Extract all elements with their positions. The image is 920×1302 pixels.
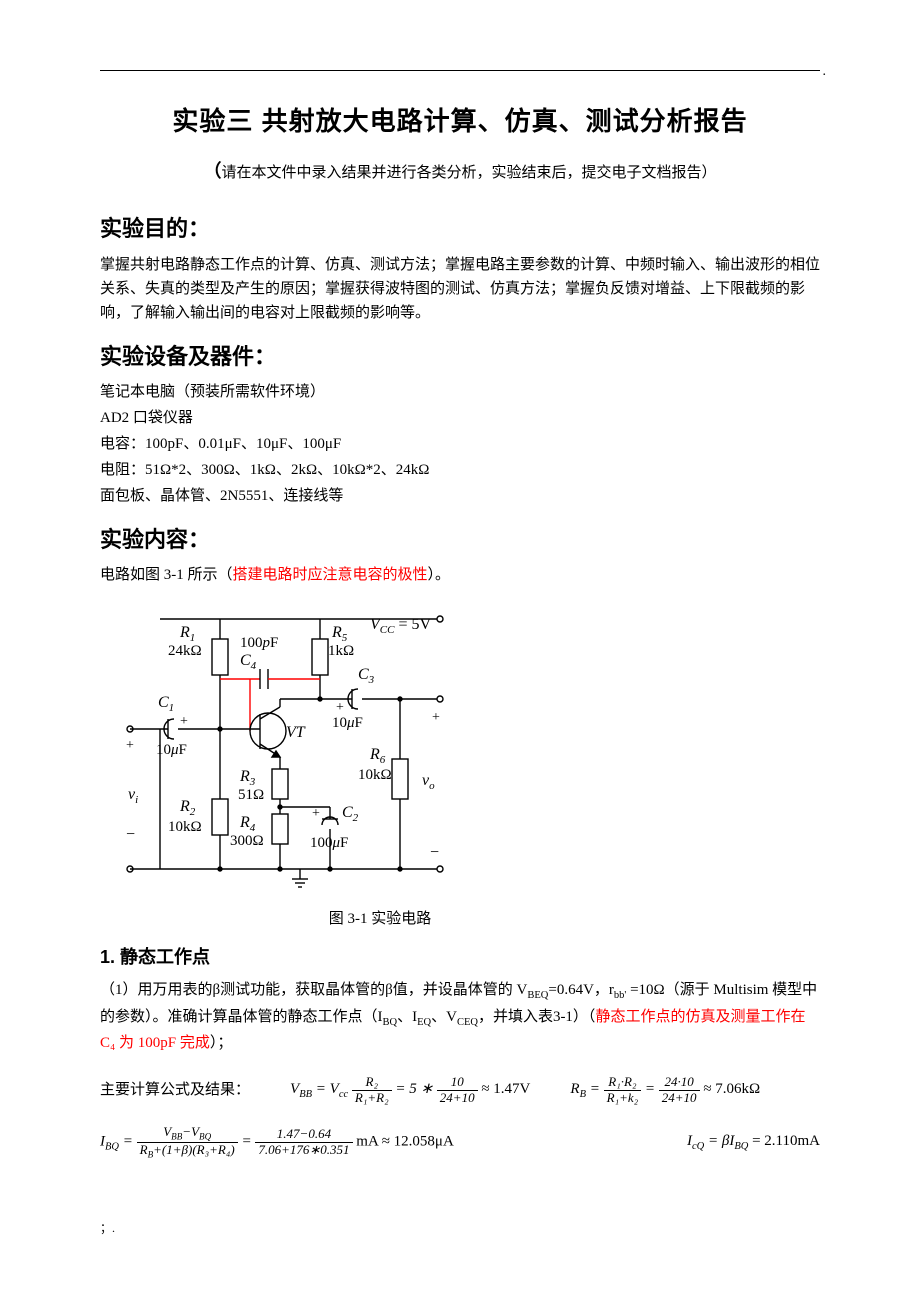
formula-row-1: 主要计算公式及结果： VBB = Vcc R₂R₁+R₂ = 5 ∗ 1024+… bbox=[100, 1075, 820, 1105]
svg-text:C4: C4 bbox=[240, 652, 257, 672]
equipment-line-2: 电容：100pF、0.01μF、10μF、100μF bbox=[100, 432, 820, 456]
svg-text:vi: vi bbox=[128, 786, 138, 806]
svg-text:100pF: 100pF bbox=[240, 635, 278, 651]
svg-text:R5: R5 bbox=[331, 624, 348, 644]
svg-text:100μF: 100μF bbox=[310, 835, 348, 851]
svg-text:+: + bbox=[180, 714, 188, 729]
page-top-rule bbox=[100, 70, 820, 71]
circuit-figure: VCC = 5V R1 24kΩ R5 1kΩ 100pF C4 C1 10μF… bbox=[100, 599, 820, 899]
svg-text:C2: C2 bbox=[342, 804, 359, 824]
svg-text:R1: R1 bbox=[179, 624, 195, 644]
page-title: 实验三 共射放大电路计算、仿真、测试分析报告 bbox=[100, 101, 820, 143]
svg-text:1kΩ: 1kΩ bbox=[328, 643, 354, 659]
page-subtitle: （请在本文件中录入结果并进行各类分析，实验结束后，提交电子文档报告） bbox=[100, 157, 820, 186]
section-equipment-heading: 实验设备及器件： bbox=[100, 339, 820, 374]
svg-text:24kΩ: 24kΩ bbox=[168, 643, 202, 659]
equipment-line-0: 笔记本电脑（预装所需软件环境） bbox=[100, 380, 820, 404]
equipment-line-3: 电阻：51Ω*2、300Ω、1kΩ、2kΩ、10kΩ*2、24kΩ bbox=[100, 458, 820, 482]
svg-text:R4: R4 bbox=[239, 814, 256, 834]
content-intro: 电路如图 3-1 所示（搭建电路时应注意电容的极性）。 bbox=[100, 563, 820, 587]
svg-text:C3: C3 bbox=[358, 666, 375, 686]
equipment-line-4: 面包板、晶体管、2N5551、连接线等 bbox=[100, 484, 820, 508]
footer-marker: ；. bbox=[100, 1219, 820, 1238]
equipment-line-1: AD2 口袋仪器 bbox=[100, 406, 820, 430]
svg-text:10μF: 10μF bbox=[332, 715, 363, 731]
svg-text:+: + bbox=[432, 710, 440, 725]
formula-rb: RB = R₁·R₂R₁+k₂ = 24·1024+10 ≈ 7.06kΩ bbox=[570, 1075, 760, 1105]
svg-text:+: + bbox=[312, 806, 320, 821]
content-intro-a: 电路如图 3-1 所示（ bbox=[100, 567, 233, 583]
static-point-heading: 1. 静态工作点 bbox=[100, 943, 820, 972]
formula-vbb: VBB = Vcc R₂R₁+R₂ = 5 ∗ 1024+10 ≈ 1.47V bbox=[290, 1075, 530, 1105]
svg-text:R2: R2 bbox=[179, 798, 196, 818]
svg-text:−: − bbox=[430, 844, 439, 861]
svg-text:10kΩ: 10kΩ bbox=[358, 767, 392, 783]
svg-text:VCC = 5V: VCC = 5V bbox=[370, 616, 431, 636]
formula-ibq: IBQ = VBB−VBQRB+(1+β)(R₃+R₄) = 1.47−0.64… bbox=[100, 1125, 454, 1159]
svg-text:C1: C1 bbox=[158, 694, 174, 714]
svg-text:R3: R3 bbox=[239, 768, 256, 788]
formula-icq: IcQ = βIBQ = 2.110mA bbox=[687, 1129, 820, 1156]
formula-row-2: IBQ = VBB−VBQRB+(1+β)(R₃+R₄) = 1.47−0.64… bbox=[100, 1125, 820, 1159]
svg-text:51Ω: 51Ω bbox=[238, 787, 264, 803]
section-content-heading: 实验内容： bbox=[100, 522, 820, 557]
subtitle-text: 请在本文件中录入结果并进行各类分析，实验结束后，提交电子文档报告） bbox=[221, 165, 716, 181]
figure-caption: 图 3-1 实验电路 bbox=[220, 907, 540, 931]
svg-text:R6: R6 bbox=[369, 746, 386, 766]
svg-text:10kΩ: 10kΩ bbox=[168, 819, 202, 835]
calc-label: 主要计算公式及结果： bbox=[100, 1078, 250, 1102]
svg-text:300Ω: 300Ω bbox=[230, 833, 264, 849]
svg-text:vo: vo bbox=[422, 772, 435, 792]
circuit-svg: VCC = 5V R1 24kΩ R5 1kΩ 100pF C4 C1 10μF… bbox=[100, 599, 480, 899]
subtitle-paren: （ bbox=[203, 161, 221, 181]
svg-text:+: + bbox=[126, 738, 134, 753]
svg-text:VT: VT bbox=[286, 724, 306, 741]
content-intro-b: ）。 bbox=[428, 567, 451, 583]
svg-text:+: + bbox=[336, 700, 344, 715]
content-intro-red: 搭建电路时应注意电容的极性 bbox=[233, 567, 428, 583]
static-point-p1: （1）用万用表的β测试功能，获取晶体管的β值，并设晶体管的 VBEQ=0.64V… bbox=[100, 978, 820, 1056]
section-purpose-heading: 实验目的： bbox=[100, 211, 820, 246]
svg-text:−: − bbox=[126, 826, 135, 843]
section-purpose-text: 掌握共射电路静态工作点的计算、仿真、测试方法；掌握电路主要参数的计算、中频时输入… bbox=[100, 253, 820, 325]
